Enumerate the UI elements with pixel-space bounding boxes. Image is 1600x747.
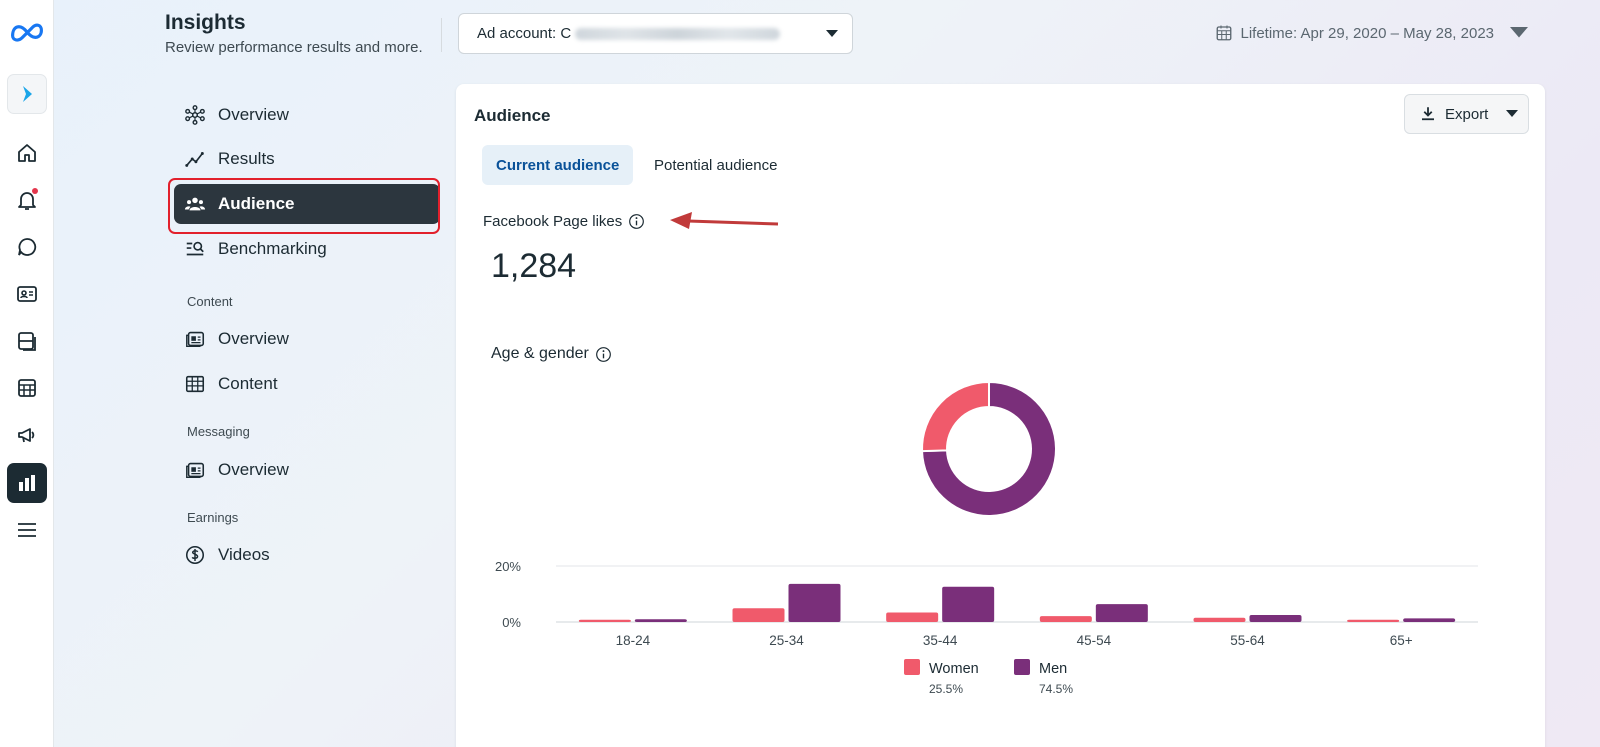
x-tick-label: 55-64 <box>1230 633 1265 648</box>
meta-logo-icon[interactable] <box>7 12 47 52</box>
nav-item-content-overview[interactable]: Overview <box>174 319 440 359</box>
content-feed-icon <box>186 331 205 348</box>
ad-account-selector[interactable]: Ad account: C <box>458 13 853 54</box>
contact-card-icon[interactable] <box>7 274 47 314</box>
nav-item-label: Audience <box>218 194 295 213</box>
download-icon <box>1422 107 1434 121</box>
info-icon[interactable] <box>595 346 612 363</box>
legend-share-women: 25.5% <box>929 682 963 696</box>
insights-chart-icon[interactable] <box>7 463 47 503</box>
chevron-down-icon <box>1506 110 1519 117</box>
bar-women-35-44 <box>886 612 939 622</box>
card-title: Audience <box>474 106 551 125</box>
bar-men-18-24 <box>634 619 687 622</box>
nav-item-results[interactable]: Results <box>174 139 440 179</box>
nav-item-label: Overview <box>218 329 289 348</box>
x-tick-label: 25-34 <box>769 633 804 648</box>
nav-item-overview[interactable]: Overview <box>174 95 440 135</box>
ad-account-label: Ad account: C <box>477 25 572 42</box>
tab-potential-audience[interactable]: Potential audience <box>654 156 778 174</box>
bar-women-25-34 <box>732 608 785 622</box>
tab-current-audience[interactable]: Current audience <box>482 145 634 185</box>
notification-dot <box>32 188 38 194</box>
menu-icon[interactable] <box>7 510 47 550</box>
trend-line-icon <box>185 152 204 167</box>
nav-item-label: Videos <box>218 545 270 564</box>
age-gender-label-row: Age & gender <box>491 345 612 363</box>
notifications-icon[interactable] <box>7 180 47 220</box>
table-grid-icon <box>185 375 205 393</box>
content-feed-icon <box>186 462 205 479</box>
calendar-icon <box>1216 25 1231 41</box>
nav-item-label: Benchmarking <box>218 239 327 258</box>
benchmark-search-icon <box>186 241 204 256</box>
y-tick-label: 20% <box>495 559 521 574</box>
legend-swatch-women <box>904 659 920 675</box>
left-rail <box>0 0 54 747</box>
nav-item-label: Content <box>218 374 278 393</box>
dollar-icon <box>185 545 205 565</box>
nav-item-audience[interactable]: Audience <box>174 184 440 224</box>
info-icon[interactable] <box>628 213 645 230</box>
planner-icon[interactable] <box>7 368 47 408</box>
nav-item-label: Results <box>218 149 275 168</box>
ads-megaphone-icon[interactable] <box>7 415 47 455</box>
content-icon[interactable] <box>7 321 47 361</box>
nav-section-earnings: Earnings <box>187 510 239 525</box>
nav-item-videos[interactable]: Videos <box>174 535 440 575</box>
date-range-selector[interactable]: Lifetime: Apr 29, 2020 – May 28, 2023 <box>1215 24 1528 42</box>
nav-section-content: Content <box>187 294 233 309</box>
bar-men-45-54 <box>1095 604 1148 622</box>
chevron-down-icon <box>1510 27 1528 38</box>
age-gender-charts: 20% 0% 18-24 25-34 35-44 45-54 55-64 65+ Women 25… <box>495 380 1478 696</box>
chevron-down-icon <box>826 29 838 37</box>
bar-men-55-64 <box>1249 615 1302 622</box>
bar-women-65+ <box>1347 619 1400 622</box>
legend-swatch-men <box>1014 659 1030 675</box>
bar-men-25-34 <box>788 583 841 622</box>
home-icon[interactable] <box>7 133 47 173</box>
bar-women-45-54 <box>1039 616 1092 622</box>
header-divider <box>441 18 442 52</box>
page-likes-label-row: Facebook Page likes <box>483 213 645 230</box>
messages-icon[interactable] <box>7 227 47 267</box>
legend-label-women: Women <box>929 661 979 677</box>
people-icon <box>184 197 206 211</box>
bar-women-55-64 <box>1193 617 1246 622</box>
x-tick-label: 18-24 <box>616 633 651 648</box>
nav-item-content[interactable]: Content <box>174 364 440 404</box>
age-gender-label: Age & gender <box>491 345 589 362</box>
page-title: Insights <box>165 11 246 34</box>
donut-slice-women <box>921 380 990 453</box>
nav-item-messaging-overview[interactable]: Overview <box>174 450 440 490</box>
nav-item-benchmarking[interactable]: Benchmarking <box>174 229 440 269</box>
donut-slice-men <box>920 380 1057 517</box>
nav-item-label: Overview <box>218 105 289 124</box>
bar-men-65+ <box>1403 618 1456 622</box>
pages-app-icon[interactable] <box>7 74 47 114</box>
date-range-label: Lifetime: Apr 29, 2020 – May 28, 2023 <box>1240 24 1495 42</box>
legend-share-men: 74.5% <box>1039 682 1073 696</box>
x-tick-label: 65+ <box>1390 633 1413 648</box>
bar-men-35-44 <box>942 586 995 622</box>
nav-item-label: Overview <box>218 460 289 479</box>
x-tick-label: 35-44 <box>923 633 958 648</box>
audience-card: Audience Export Current audience Potenti… <box>456 84 1545 747</box>
ad-account-id-redacted <box>575 27 781 40</box>
page-likes-value: 1,284 <box>491 247 577 285</box>
page-likes-label: Facebook Page likes <box>483 213 623 230</box>
highlight-outline <box>168 178 440 234</box>
network-icon <box>185 105 205 125</box>
bar-women-18-24 <box>578 619 631 622</box>
x-tick-label: 45-54 <box>1077 633 1112 648</box>
export-button[interactable]: Export <box>1404 94 1529 134</box>
export-label: Export <box>1445 105 1489 123</box>
nav-section-messaging: Messaging <box>187 424 250 439</box>
y-tick-label: 0% <box>502 615 521 630</box>
legend-label-men: Men <box>1039 661 1067 677</box>
page-subtitle: Review performance results and more. <box>165 39 423 56</box>
